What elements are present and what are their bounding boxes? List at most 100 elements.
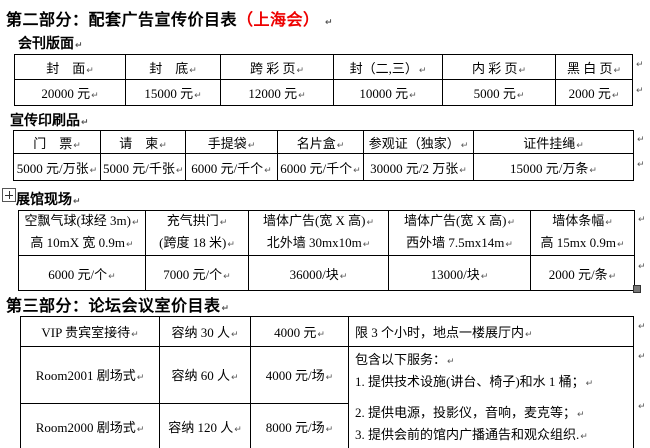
table-cell: 15000 元↵	[125, 79, 221, 106]
table-cell: 请 柬↵	[100, 130, 186, 154]
paragraph-mark: ↵	[230, 373, 239, 384]
cell-text: 2000 元/条	[548, 266, 608, 282]
paragraph-mark: ↵	[317, 330, 325, 340]
section-label-printed: 宣传印刷品↵	[10, 110, 89, 130]
cell-text: 容纳 120 人	[168, 420, 234, 436]
paragraph-mark: ↵	[247, 140, 256, 151]
cell-text: 请 柬	[119, 135, 159, 151]
table-row: 5000 元/万张↵ 5000 元/千张↵ 6000 元/千个↵ 6000 元/…	[13, 153, 634, 181]
cell-text: 15000 元	[144, 86, 194, 101]
cell-text: 高 15mx 0.9m	[540, 235, 616, 250]
meeting-room-table: VIP 贵宾室接待↵ 容纳 30 人↵ 4000 元↵ 限 3 个小时，地点一楼…	[20, 316, 634, 448]
paragraph-mark: ↵	[91, 91, 99, 101]
cell-text: 黑 白 页	[566, 60, 613, 76]
cell-text: 充气拱门	[166, 213, 219, 228]
paragraph-mark: ↵	[605, 218, 613, 228]
table-cell: 名片盒↵	[277, 130, 364, 154]
table-cell: 墙体广告(宽 X 高)↵ 北外墙 30mx10m↵	[248, 210, 389, 256]
table-cell: 12000 元↵	[220, 79, 334, 106]
cell-text: 参观证（独家）	[368, 135, 460, 151]
cell-text: 10000 元	[359, 86, 409, 101]
table-row: 封 面↵ 封 底↵ 跨 彩 页↵ 封（二,三）↵ 内 彩 页↵ 黑 白 页↵	[14, 54, 633, 80]
table-cell: 封 底↵	[125, 54, 221, 80]
paragraph-mark: ↵	[616, 240, 625, 250]
part2-title-highlight: （上海会）	[237, 12, 320, 29]
services-title: 包含以下服务：	[355, 352, 447, 367]
paragraph-mark: ↵	[73, 140, 81, 151]
part2-title: 第二部分：配套广告宣传价目表（上海会） ↵	[6, 6, 333, 30]
table-cell: 2000 元/条↵	[530, 255, 635, 291]
cell-text: Room2001 剧场式	[35, 368, 136, 384]
cell-text: 墙体条幅	[552, 213, 605, 228]
part3-title: 第三部分：论坛会议室价目表↵	[6, 292, 230, 316]
paragraph-mark: ↵	[339, 271, 348, 282]
cell-text: 6000 元/个	[48, 266, 108, 282]
table-cell: 4000 元/场↵	[250, 346, 349, 404]
cell-text: 6000 元/千个	[280, 160, 353, 176]
cell-text: 5000 元	[473, 86, 516, 101]
cell-text: VIP 贵宾室接待	[41, 325, 131, 340]
paragraph-mark: ↵	[576, 140, 584, 151]
table-cell: 10000 元↵	[333, 79, 443, 106]
cell-text: 封（二,三）	[349, 60, 418, 76]
paragraph-mark: ↵	[637, 135, 645, 145]
table-cell: VIP 贵宾室接待↵	[20, 316, 160, 347]
cell-text: 4000 元	[274, 325, 317, 340]
paragraph-mark: ↵	[159, 140, 167, 151]
paragraph-mark: ↵	[525, 330, 533, 340]
table-cell: 4000 元↵	[250, 316, 349, 347]
cell-text: 空飘气球(球经 3m)	[24, 213, 131, 228]
cell-text: 5000 元/万张	[16, 160, 89, 176]
paragraph-mark: ↵	[86, 65, 94, 76]
cell-text: 12000 元	[248, 86, 298, 101]
table-resize-handle[interactable]	[633, 285, 641, 293]
table-cell: 黑 白 页↵	[555, 54, 633, 80]
section-label-venue: 展馆现场↵	[16, 189, 81, 209]
paragraph-mark: ↵	[585, 379, 594, 389]
table-cell: 20000 元↵	[14, 79, 126, 106]
cell-text: 名片盒	[296, 135, 336, 151]
table-cell: 容纳 30 人↵	[159, 316, 251, 347]
table-cell: 8000 元/场↵	[250, 402, 349, 448]
cell-text: 2000 元	[568, 86, 611, 101]
paragraph-mark: ↵	[460, 140, 469, 151]
paragraph-mark: ↵	[325, 18, 334, 28]
paragraph-mark: ↵	[638, 322, 646, 332]
paragraph-mark: ↵	[505, 240, 513, 250]
paragraph-mark: ↵	[636, 86, 644, 96]
paragraph-mark: ↵	[459, 165, 467, 176]
paragraph-mark: ↵	[89, 165, 98, 176]
cell-text: 4000 元/场	[265, 368, 325, 384]
table-cell: 5000 元↵	[442, 79, 556, 106]
cell-text: 封 底	[149, 60, 189, 76]
magazine-pages-table: 封 面↵ 封 底↵ 跨 彩 页↵ 封（二,三）↵ 内 彩 页↵ 黑 白 页↵ 2…	[14, 54, 633, 106]
paragraph-mark: ↵	[362, 240, 371, 250]
paragraph-mark: ↵	[136, 373, 145, 384]
table-cell: 封（二,三）↵	[333, 54, 443, 80]
table-row: 空飘气球(球经 3m)↵ 高 10mX 宽 0.9m↵ 充气拱门↵ (跨度 18…	[18, 210, 635, 256]
table-cell: 封 面↵	[14, 54, 126, 80]
paragraph-mark: ↵	[108, 271, 116, 282]
paragraph-mark: ↵	[131, 330, 139, 340]
paragraph-mark: ↵	[613, 65, 622, 76]
table-cell: 36000/块↵	[248, 255, 389, 291]
cell-text: 15000 元/万条	[510, 160, 589, 176]
paragraph-mark: ↵	[447, 357, 455, 367]
cell-text: 高 10mX 宽 0.9m	[30, 235, 126, 250]
services-cell: 包含以下服务：↵ 1. 提供技术设施(讲台、椅子)和水 1 桶；↵ 2. 提供电…	[348, 346, 634, 448]
cell-text: 北外墙 30mx10m	[266, 235, 362, 250]
table-cell: 15000 元/万条↵	[473, 153, 634, 181]
cell-text: 封 面	[46, 60, 86, 76]
paragraph-mark: ↵	[194, 91, 202, 101]
cell-text: 8000 元/场	[265, 420, 325, 436]
table-cell: 证件挂绳↵	[473, 130, 634, 154]
paragraph-mark: ↵	[136, 425, 145, 436]
service-item: 3. 提供会前的馆内广播通告和观众组织.	[355, 427, 580, 442]
paragraph-mark: ↵	[227, 240, 235, 250]
table-move-handle-icon[interactable]	[2, 188, 16, 202]
table-cell: 6000 元/千个↵	[185, 153, 278, 181]
table-row: VIP 贵宾室接待↵ 容纳 30 人↵ 4000 元↵ 限 3 个小时，地点一楼…	[20, 316, 634, 347]
paragraph-mark: ↵	[480, 271, 489, 282]
printed-materials-table: 门 票↵ 请 柬↵ 手提袋↵ 名片盒↵ 参观证（独家）↵ 证件挂绳↵ 5000 …	[13, 130, 634, 181]
paragraph-mark: ↵	[189, 65, 197, 76]
